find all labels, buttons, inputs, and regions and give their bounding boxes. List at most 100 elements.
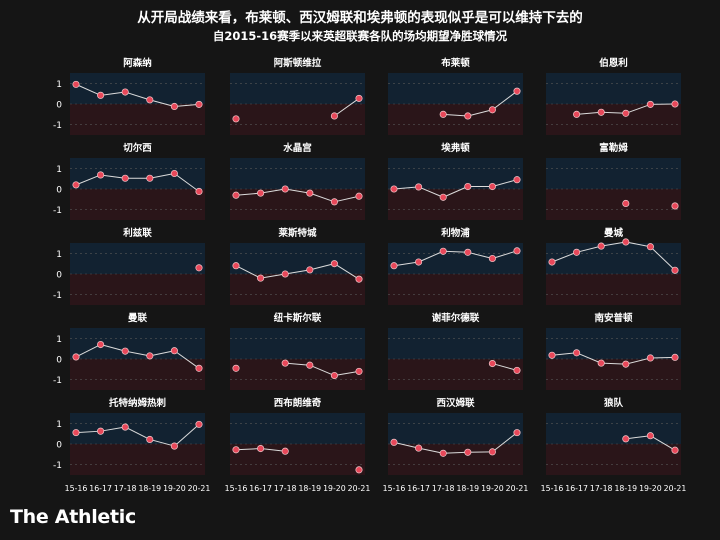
data-point: [622, 360, 630, 368]
data-point: [390, 438, 398, 446]
data-point: [390, 262, 398, 270]
positive-band: [230, 328, 365, 359]
negative-band: [388, 189, 523, 220]
chart-title: 从开局战绩来看，布莱顿、西汉姆联和埃弗顿的表现似乎是可以维持下去的: [137, 10, 583, 26]
data-point: [415, 258, 423, 266]
panel-title: 阿斯顿维拉: [274, 57, 322, 69]
series-line: [75, 83, 101, 96]
data-point: [488, 182, 496, 191]
data-point: [146, 174, 154, 182]
series-line: [601, 241, 626, 247]
data-point: [195, 420, 203, 428]
series-line: [125, 350, 150, 357]
x-tick-label: 20-21: [348, 484, 371, 493]
data-point: [439, 449, 447, 457]
data-point: [355, 192, 363, 200]
positive-band: [388, 158, 523, 189]
data-point: [513, 247, 521, 255]
positive-band: [230, 158, 365, 189]
y-tick-label: 0: [56, 271, 62, 281]
y-tick-label: -1: [53, 376, 62, 386]
data-point: [72, 181, 80, 189]
negative-band: [230, 104, 365, 135]
panel-title: 纽卡斯尔联: [274, 312, 322, 324]
x-tick-label: 16-17: [407, 484, 430, 493]
negative-band: [546, 444, 681, 475]
series-line: [551, 251, 577, 263]
x-tick-label: 17-18: [590, 484, 613, 493]
data-point: [97, 340, 105, 349]
negative-band: [230, 274, 365, 305]
y-tick-label: 1: [56, 250, 62, 260]
series-line: [418, 447, 444, 454]
series-line: [334, 370, 360, 377]
data-point: [573, 248, 581, 256]
series-line: [576, 352, 602, 364]
series-line: [100, 426, 126, 432]
data-point: [146, 435, 154, 444]
series-line: [650, 246, 676, 271]
x-tick-label: 16-17: [565, 484, 588, 493]
data-point: [257, 274, 265, 282]
x-tick-label: 19-20: [163, 484, 186, 493]
series-line: [625, 435, 651, 440]
positive-band: [70, 243, 205, 274]
panel-title: 西汉姆联: [436, 397, 475, 409]
data-point: [671, 353, 679, 361]
x-tick-label: 18-19: [298, 484, 321, 493]
series-line: [442, 186, 469, 198]
panel-title: 谢菲尔德联: [432, 312, 480, 324]
panel-title: 曼联: [128, 312, 148, 324]
x-tick-label: 17-18: [114, 484, 137, 493]
data-point: [597, 359, 605, 367]
data-point: [121, 174, 129, 182]
x-tick-label: 17-18: [274, 484, 297, 493]
data-point: [464, 248, 472, 256]
x-tick-label: 18-19: [138, 484, 161, 493]
data-point: [306, 266, 314, 274]
series-line: [174, 423, 200, 447]
series-line: [492, 432, 518, 453]
x-tick-label: 15-16: [225, 484, 248, 493]
series-line: [75, 344, 101, 358]
panel-title: 切尔西: [123, 142, 152, 154]
series-line: [174, 173, 200, 192]
data-point: [573, 349, 581, 357]
series-line: [149, 99, 175, 107]
data-point: [646, 432, 654, 440]
series-line: [260, 448, 286, 452]
negative-band: [388, 104, 523, 135]
series-line: [625, 103, 651, 114]
y-tick-label: 0: [56, 441, 62, 451]
data-point: [355, 367, 363, 375]
series-line: [418, 250, 444, 263]
negative-band: [70, 274, 205, 305]
series-line: [334, 263, 360, 280]
data-point: [330, 371, 338, 380]
data-point: [232, 364, 240, 372]
panel-title: 利兹联: [122, 227, 152, 239]
y-tick-label: -1: [53, 291, 62, 301]
y-tick-label: 0: [56, 186, 62, 196]
panel-title: 南安普顿: [594, 312, 633, 324]
positive-band: [70, 413, 205, 444]
y-tick-label: -1: [53, 206, 62, 216]
x-tick-label: 16-17: [89, 484, 112, 493]
data-point: [72, 80, 80, 88]
series-line: [650, 435, 676, 451]
negative-band: [230, 359, 365, 390]
y-tick-label: 1: [56, 335, 62, 345]
data-point: [306, 189, 314, 197]
data-point: [281, 359, 289, 367]
brand-logo: The Athletic: [10, 506, 136, 528]
data-point: [146, 352, 154, 360]
data-point: [97, 427, 105, 435]
series-line: [285, 188, 310, 194]
data-point: [671, 100, 679, 108]
data-point: [597, 242, 605, 250]
positive-band: [388, 73, 523, 104]
data-point: [488, 254, 496, 263]
x-tick-label: 20-21: [506, 484, 529, 493]
negative-band: [70, 189, 205, 220]
